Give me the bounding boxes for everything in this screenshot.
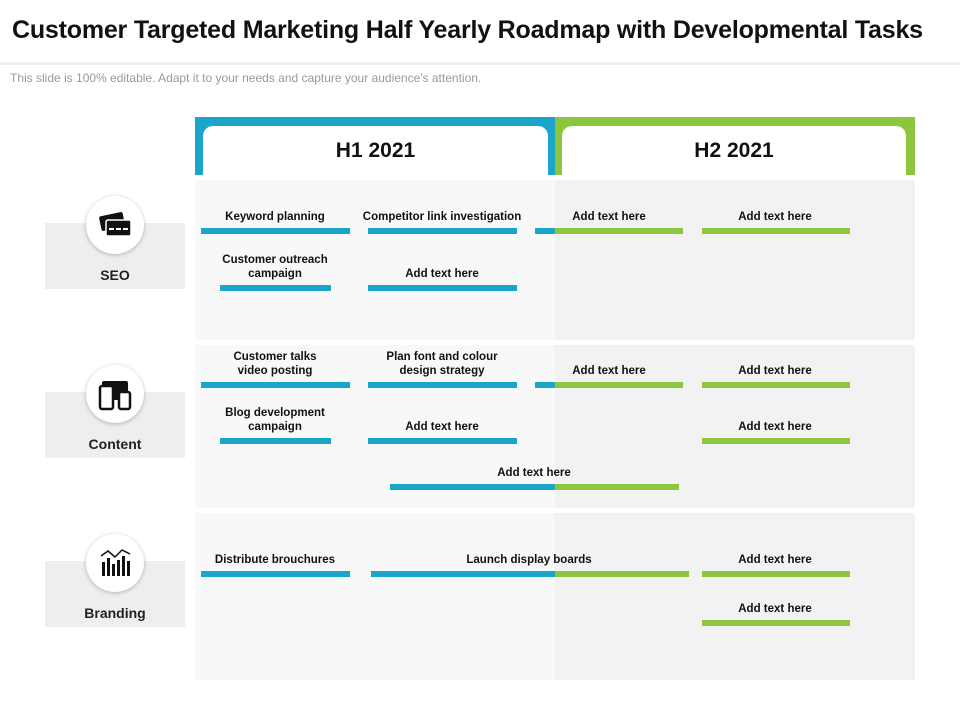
seo-icon	[86, 196, 144, 254]
blue-bar	[368, 382, 517, 388]
blue-bar	[535, 228, 555, 234]
icon-graphic	[99, 212, 132, 237]
icon-graphic	[100, 549, 131, 576]
task-label: Add text here	[405, 268, 479, 280]
green-bar	[702, 620, 850, 626]
task-label: Plan font and colour design strategy	[386, 351, 498, 377]
task-label: Add text here	[738, 211, 812, 223]
task-label: Add text here	[738, 421, 812, 433]
task-label: Add text here	[405, 421, 479, 433]
row-label-text: Branding	[84, 605, 146, 621]
task-label: Distribute brouchures	[214, 554, 336, 566]
green-bar	[555, 484, 679, 490]
blue-bar	[368, 285, 517, 291]
task-label: Customer outreach campaign	[222, 254, 328, 280]
task-label: Add text here	[572, 211, 646, 223]
blue-bar	[371, 571, 555, 577]
task-label: Add text here	[497, 467, 571, 479]
cell	[195, 180, 555, 340]
blue-bar	[368, 228, 517, 234]
task-label: Launch display boards	[466, 554, 592, 566]
task-label: Customer talks video posting	[233, 351, 317, 377]
green-bar	[702, 571, 850, 577]
task-label: Add text here	[738, 365, 812, 377]
row-label-text: Content	[88, 436, 142, 452]
branding-icon	[86, 534, 144, 592]
cell	[555, 345, 915, 508]
blue-bar	[220, 285, 331, 291]
green-bar	[702, 382, 850, 388]
subtitle: This slide is 100% editable. Adapt it to…	[10, 71, 482, 85]
blue-bar	[201, 228, 350, 234]
row-label-text: SEO	[100, 267, 130, 283]
task-label: Keyword planning	[225, 211, 325, 223]
cell	[555, 513, 915, 680]
blue-bar	[201, 571, 350, 577]
column-header: H2 2021	[562, 126, 906, 175]
cell	[195, 345, 555, 508]
green-bar	[555, 228, 683, 234]
divider	[0, 62, 960, 65]
column-header: H1 2021	[203, 126, 548, 175]
task-label: Blog development campaign	[225, 407, 325, 433]
cell	[555, 180, 915, 340]
task-label: Add text here	[738, 603, 812, 615]
content-icon	[86, 365, 144, 423]
green-bar	[702, 438, 850, 444]
blue-bar	[368, 438, 517, 444]
blue-bar	[535, 382, 555, 388]
task-label: Add text here	[572, 365, 646, 377]
green-bar	[555, 571, 689, 577]
task-label: Add text here	[738, 554, 812, 566]
blue-bar	[390, 484, 555, 490]
blue-bar	[220, 438, 331, 444]
icon-graphic	[98, 381, 132, 411]
title: Customer Targeted Marketing Half Yearly …	[12, 16, 923, 44]
task-label: Competitor link investigation	[362, 211, 522, 223]
green-bar	[702, 228, 850, 234]
green-bar	[555, 382, 683, 388]
cell	[195, 513, 555, 680]
blue-bar	[201, 382, 350, 388]
